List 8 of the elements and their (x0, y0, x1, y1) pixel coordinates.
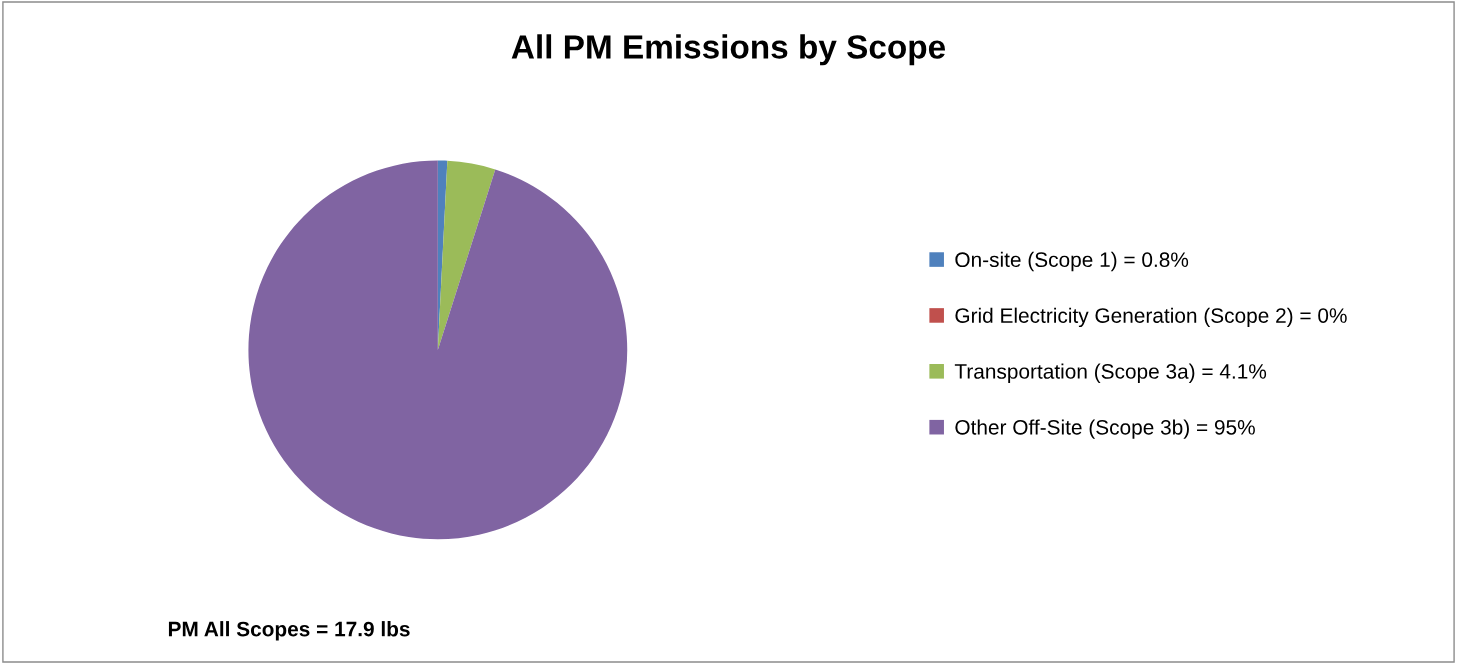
pie-slice (248, 160, 628, 540)
legend-label: Grid Electricity Generation (Scope 2) = 0% (955, 307, 1347, 328)
legend-label: On-site (Scope 1) = 0.8% (955, 251, 1189, 272)
chart-title: All PM Emissions by Scope (511, 34, 946, 66)
legend-label: Other Off-Site (Scope 3b) = 95% (955, 419, 1255, 439)
legend-label: Transportation (Scope 3a) = 4.1% (954, 363, 1267, 383)
pie-slice (437, 160, 496, 350)
text: PM All Scopes = 17.9 lbs (168, 621, 410, 641)
